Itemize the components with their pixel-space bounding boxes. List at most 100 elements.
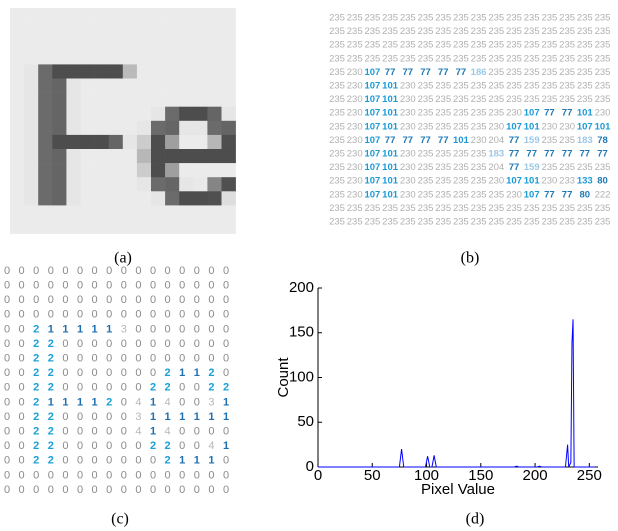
code-value: 0 (135, 440, 141, 452)
y-tick-label: 200 (289, 279, 314, 296)
pixel-value: 230 (506, 108, 522, 119)
pixel (66, 191, 80, 205)
code-value: 0 (77, 382, 83, 394)
code-value: 0 (179, 396, 185, 408)
pixel-value: 235 (453, 94, 469, 105)
pixel (222, 93, 236, 107)
pixel (137, 36, 151, 50)
pixel-value: 235 (559, 94, 575, 105)
pixel-value: 235 (506, 203, 522, 214)
pixel (66, 220, 80, 234)
x-tick-label: 250 (577, 467, 602, 484)
pixel (52, 22, 66, 36)
code-value: 0 (223, 338, 229, 350)
code-value: 2 (33, 440, 39, 452)
pixel-value: 235 (382, 53, 398, 64)
pixel (24, 163, 38, 177)
code-value: 0 (179, 280, 185, 292)
pixel (207, 50, 221, 64)
code-value: 0 (77, 367, 83, 379)
code-value: 0 (165, 294, 171, 306)
pixel-value: 230 (471, 135, 487, 146)
pixel (207, 79, 221, 93)
pixel-value: 235 (453, 121, 469, 132)
pixel-value: 235 (400, 40, 416, 51)
pixel (193, 107, 207, 121)
code-value: 2 (48, 353, 54, 365)
pixel-value: 235 (595, 26, 611, 37)
code-value: 0 (92, 455, 98, 467)
code-value: 0 (194, 280, 200, 292)
pixel-value: 235 (453, 217, 469, 228)
pixel-value: 235 (488, 94, 504, 105)
pixel (222, 50, 236, 64)
code-value: 1 (62, 396, 68, 408)
pixel (151, 205, 165, 219)
pixel (109, 121, 123, 135)
pixel-value: 77 (562, 149, 573, 160)
pixel-value: 230 (595, 108, 611, 119)
pixel-value: 235 (453, 189, 469, 200)
pixel-value: 235 (595, 81, 611, 92)
pixel (24, 121, 38, 135)
pixel (151, 177, 165, 191)
pixel (222, 135, 236, 149)
code-value: 4 (135, 396, 141, 408)
pixel (179, 205, 193, 219)
pixel (151, 8, 165, 22)
pixel (95, 64, 109, 78)
pixel (38, 36, 52, 50)
pixel (10, 93, 24, 107)
pixel-value: 107 (524, 189, 540, 200)
code-value: 0 (77, 440, 83, 452)
pixel-value: 77 (580, 149, 591, 160)
code-value: 1 (179, 367, 185, 379)
pixel (193, 64, 207, 78)
pixel (24, 177, 38, 191)
pixel (38, 163, 52, 177)
code-value: 0 (135, 469, 141, 481)
code-value: 0 (121, 265, 127, 277)
pixel-value: 235 (577, 203, 593, 214)
pixel (81, 8, 95, 22)
pixel-value: 235 (329, 53, 345, 64)
pixel-value: 235 (488, 81, 504, 92)
code-value: 0 (150, 484, 156, 496)
pixel-value: 230 (400, 108, 416, 119)
pixel-value: 235 (506, 40, 522, 51)
pixel (81, 149, 95, 163)
pixel (123, 8, 137, 22)
code-value: 0 (19, 440, 25, 452)
pixel (165, 177, 179, 191)
pixel-value: 235 (418, 203, 434, 214)
code-value: 0 (179, 353, 185, 365)
code-value: 0 (179, 294, 185, 306)
pixel (222, 220, 236, 234)
code-value: 0 (62, 440, 68, 452)
figure: (a) (b) (c) (d) 235235235235235235235235… (0, 0, 618, 531)
pixel (52, 177, 66, 191)
pixel-value: 77 (597, 149, 608, 160)
pixel (151, 220, 165, 234)
pixel-value: 235 (577, 81, 593, 92)
pixel (95, 8, 109, 22)
pixel-value: 77 (456, 67, 467, 78)
code-value: 2 (165, 367, 171, 379)
pixel-value: 235 (435, 162, 451, 173)
pixel (109, 135, 123, 149)
pixel (137, 220, 151, 234)
code-value: 0 (208, 323, 214, 335)
pixel-value: 235 (524, 13, 540, 24)
code-value: 0 (62, 338, 68, 350)
pixel (193, 22, 207, 36)
pixel (151, 36, 165, 50)
pixel-value: 107 (364, 162, 380, 173)
code-value: 0 (19, 309, 25, 321)
pixel (10, 36, 24, 50)
pixel-value: 235 (488, 40, 504, 51)
pixel (38, 93, 52, 107)
pixel-value: 235 (329, 40, 345, 51)
pixel (109, 107, 123, 121)
pixel (52, 163, 66, 177)
code-value: 0 (121, 309, 127, 321)
